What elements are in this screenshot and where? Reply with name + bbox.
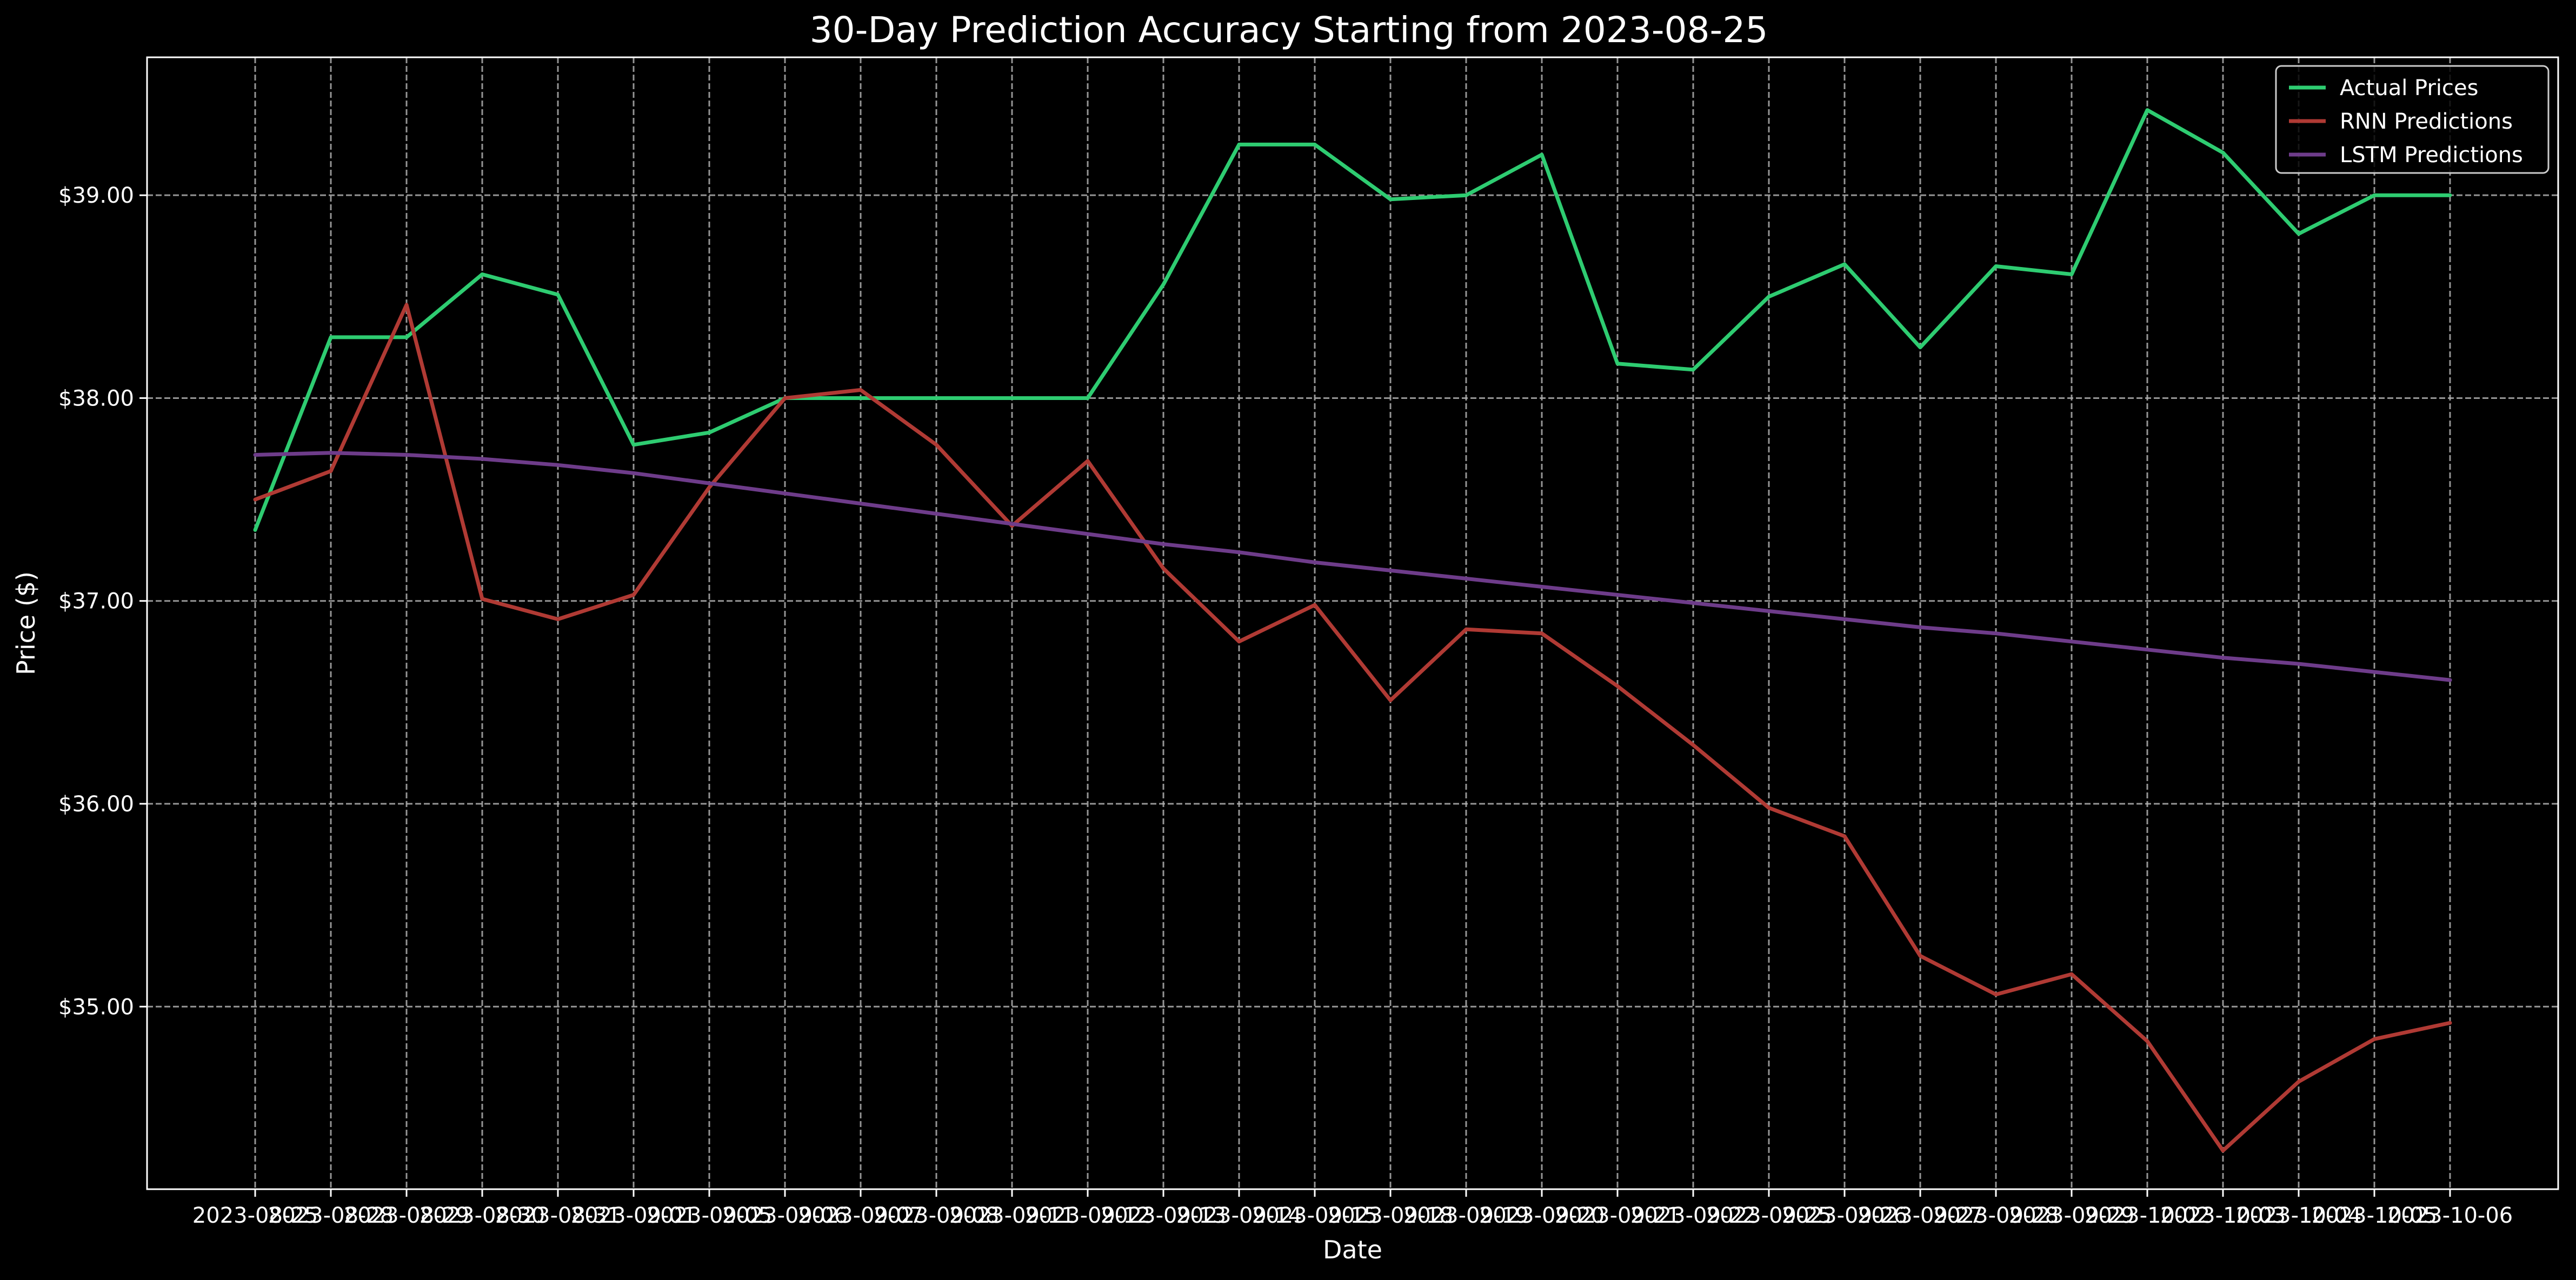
x-tick-label: 2023-09-15 [1252,1203,1377,1228]
x-tick-layer: 2023-08-252023-08-282023-08-292023-08-30… [192,1189,2513,1228]
series-layer [253,108,2452,1153]
series-line-actual-prices [253,108,2452,532]
x-tick-label: 2023-10-05 [2312,1203,2437,1228]
x-tick-label: 2023-09-01 [571,1203,696,1228]
x-tick-label: 2023-08-28 [268,1203,394,1228]
x-tick-label: 2023-09-08 [874,1203,999,1228]
x-tick-label: 2023-09-22 [1630,1203,1756,1228]
x-tick-label: 2023-09-05 [647,1203,772,1228]
x-tick-label: 2023-09-14 [1176,1203,1302,1228]
x-tick-label: 2023-09-25 [1706,1203,1832,1228]
x-tick-label: 2023-10-06 [2387,1203,2513,1228]
legend-frame [2275,65,2550,174]
x-tick-label: 2023-09-11 [949,1203,1075,1228]
legend-label-actual-prices: Actual Prices [2340,76,2478,101]
x-tick-label: 2023-09-06 [722,1203,848,1228]
x-tick-label: 2023-09-26 [1782,1203,1907,1228]
x-axis-label: Date [1323,1235,1382,1264]
x-tick-label: 2023-10-02 [2085,1203,2210,1228]
series-line-lstm-predictions [253,451,2452,682]
x-tick-label: 2023-09-07 [798,1203,923,1228]
x-tick-label: 2023-10-04 [2236,1203,2361,1228]
x-tick-label: 2023-09-19 [1403,1203,1529,1228]
x-tick-label: 2023-09-27 [1858,1203,1983,1228]
series-line-rnn-predictions [253,303,2452,1153]
chart-legend: Actual Prices RNN Predictions LSTM Predict… [2275,65,2550,174]
plot-frame [146,56,2559,1190]
y-tick-label: $36.00 [58,792,134,817]
x-tick-label: 2023-08-31 [495,1203,621,1228]
y-tick-layer: $35.00 $36.00 $37.00 $38.00 $39.00 [58,183,147,1019]
y-tick-label: $37.00 [58,589,134,614]
x-tick-label: 2023-09-12 [1025,1203,1150,1228]
x-tick-label: 2023-09-13 [1101,1203,1226,1228]
grid-layer [147,57,2558,1189]
legend-label-lstm-predictions: LSTM Predictions [2340,143,2523,168]
x-tick-label: 2023-10-03 [2160,1203,2286,1228]
x-tick-label: 2023-09-29 [2009,1203,2134,1228]
x-tick-label: 2023-09-18 [1328,1203,1453,1228]
x-tick-label: 2023-08-25 [192,1203,318,1228]
y-axis-label: Price ($) [11,571,41,675]
y-tick-label: $38.00 [58,386,134,411]
chart-title: 30-Day Prediction Accuracy Starting from… [810,9,1768,51]
y-tick-label: $35.00 [58,995,134,1019]
y-tick-label: $39.00 [58,183,134,208]
x-tick-label: 2023-09-20 [1479,1203,1605,1228]
x-tick-label: 2023-08-30 [420,1203,545,1228]
legend-label-rnn-predictions: RNN Predictions [2340,109,2513,134]
x-tick-label: 2023-09-21 [1555,1203,1680,1228]
x-tick-label: 2023-08-29 [344,1203,469,1228]
x-tick-label: 2023-09-28 [1933,1203,2059,1228]
